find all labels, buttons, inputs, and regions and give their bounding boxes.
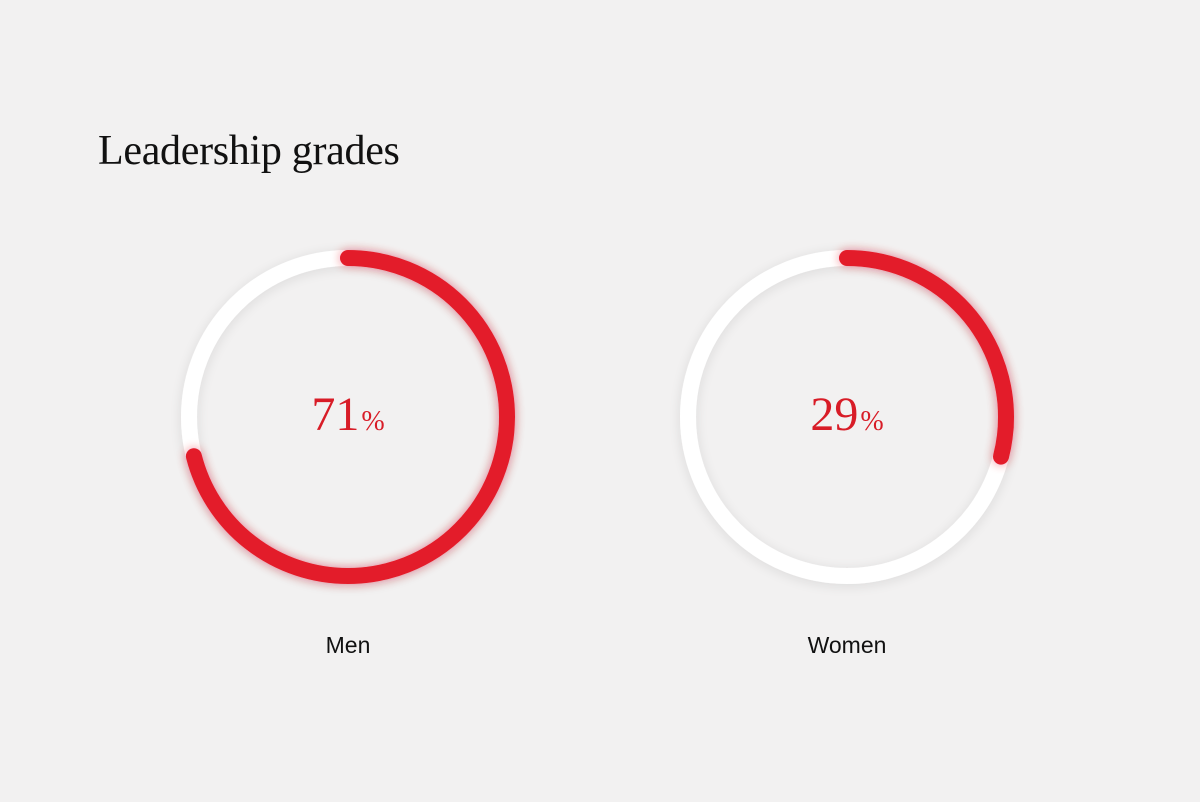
ring-value-women: 29%	[727, 391, 967, 439]
ring-progress-women	[680, 250, 1014, 584]
ring-progress-men	[181, 250, 515, 584]
ring-value-men: 71%	[228, 391, 468, 439]
ring-label-men: Men	[325, 632, 371, 658]
page-title: Leadership grades	[98, 128, 400, 174]
value-unit-men: %	[361, 406, 385, 437]
value-unit-women: %	[860, 406, 884, 437]
value-number-women: 29	[810, 388, 859, 441]
ring-label-women: Women	[807, 632, 887, 658]
value-number-men: 71	[311, 388, 360, 441]
